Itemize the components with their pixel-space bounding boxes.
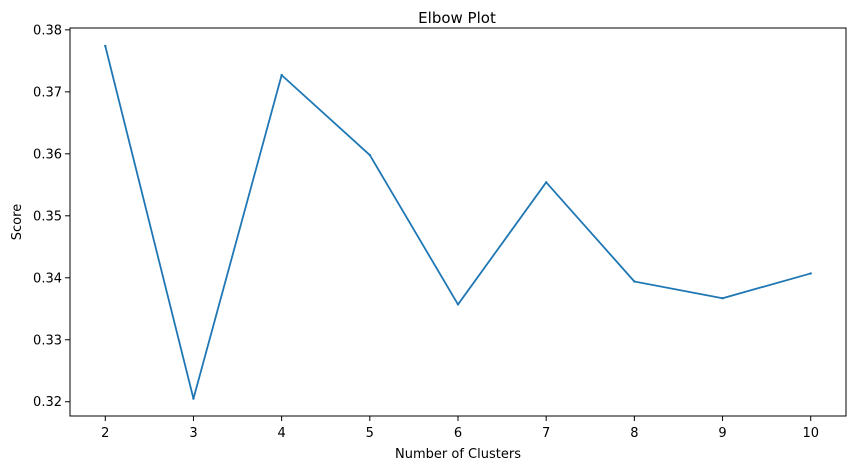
data-point — [544, 181, 548, 184]
x-tick-label: 10 — [802, 426, 819, 441]
y-tick-label: 0.32 — [33, 395, 62, 410]
x-tick-label: 4 — [277, 426, 285, 441]
data-point — [368, 153, 372, 157]
x-tick-label: 3 — [189, 426, 197, 441]
data-point — [192, 397, 195, 400]
y-axis-ticks: 0.32 0.33 0.34 0.35 0.36 0.37 0.38 — [33, 23, 70, 410]
plot-area — [69, 27, 847, 417]
x-axis-label: Number of Clusters — [395, 447, 521, 462]
data-points — [104, 44, 812, 400]
chart-title: Elbow Plot — [418, 9, 496, 27]
y-tick-label: 0.35 — [33, 209, 62, 224]
data-point — [633, 280, 636, 283]
y-tick-label: 0.37 — [33, 85, 62, 100]
x-axis-ticks: 2 3 4 5 6 7 8 9 10 — [101, 416, 819, 441]
series-line — [104, 45, 812, 400]
data-point — [721, 297, 724, 300]
x-tick-label: 7 — [542, 426, 550, 441]
y-tick-label: 0.33 — [33, 333, 62, 348]
x-tick-label: 9 — [718, 426, 726, 441]
data-point — [456, 303, 460, 306]
y-tick-label: 0.36 — [33, 147, 62, 162]
data-point — [280, 73, 283, 77]
data-point — [809, 272, 812, 275]
y-axis-label: Score — [10, 204, 25, 240]
x-tick-label: 5 — [366, 426, 374, 441]
data-point — [104, 44, 107, 48]
y-tick-label: 0.38 — [33, 23, 62, 38]
y-tick-label: 0.34 — [33, 271, 62, 286]
x-tick-label: 8 — [630, 426, 638, 441]
x-tick-label: 2 — [101, 426, 109, 441]
x-tick-label: 6 — [454, 426, 462, 441]
